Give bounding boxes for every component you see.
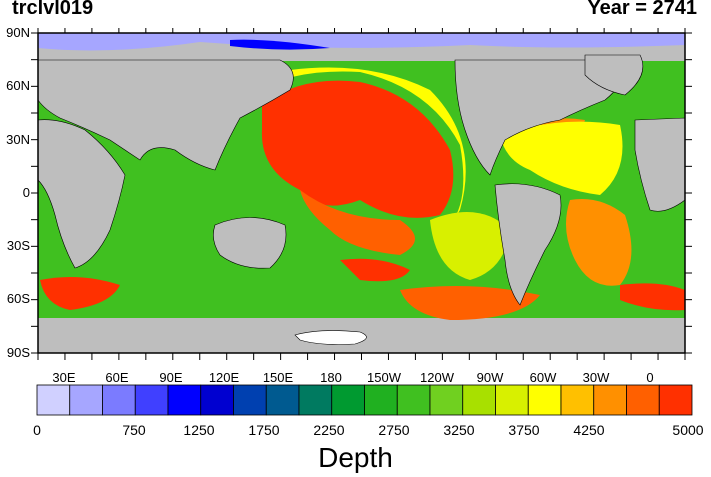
colorbar-box <box>36 384 71 416</box>
arctic-deep <box>230 39 330 50</box>
continents <box>37 54 686 306</box>
colorbar-tick-3250: 3250 <box>443 422 475 438</box>
arctic-shelf <box>38 33 685 51</box>
colorbar-box <box>593 384 627 416</box>
colorbar-tick-4250: 4250 <box>573 422 605 438</box>
colorbar-box <box>364 384 398 416</box>
north-atlantic-yellow <box>500 121 623 195</box>
lat-label-60s: 60S <box>6 291 30 306</box>
lon-label-150e: 150E <box>262 370 294 385</box>
colorbar-tick-3750: 3750 <box>508 422 540 438</box>
colorbar-box <box>560 384 595 416</box>
colorbar-box <box>658 384 693 416</box>
colorbar-tick-750: 750 <box>122 422 146 438</box>
lon-label-90w: 90W <box>476 370 504 385</box>
lat-label-60n: 60N <box>6 78 30 93</box>
colorbar-box <box>134 384 169 416</box>
southwest-indian-red <box>40 276 120 310</box>
colorbar-label: Depth <box>318 442 393 473</box>
colorbar-box <box>462 384 496 416</box>
colorbar-box <box>298 384 333 416</box>
lat-label-90s: 90S <box>6 345 30 360</box>
colorbar-box <box>102 384 136 416</box>
lat-label-90n: 90N <box>6 25 30 40</box>
colorbar-box <box>429 384 464 416</box>
lon-label-150w: 150W <box>367 370 401 385</box>
africa-land <box>37 119 126 269</box>
east-pacific-yellow <box>430 212 510 280</box>
south-america-land <box>494 183 562 306</box>
lat-label-30n: 30N <box>6 132 30 147</box>
lat-label-30s: 30S <box>6 238 30 253</box>
southern-ocean-orange <box>400 286 540 320</box>
lon-label-60w: 60W <box>529 370 557 385</box>
colorbar-tick-1250: 1250 <box>183 422 215 438</box>
lon-label-30w: 30W <box>582 370 610 385</box>
lat-label-eq: 0 <box>22 185 30 200</box>
colorbar-tick-0: 0 <box>33 422 41 438</box>
africa-east-land <box>634 117 686 212</box>
lon-label-180: 180 <box>320 370 342 385</box>
lon-label-120e: 120E <box>208 370 240 385</box>
colorbar-box <box>331 384 365 416</box>
antarctic-ice-patch <box>294 330 367 345</box>
eurasia-land <box>37 59 294 171</box>
colorbar-box <box>167 384 202 416</box>
colorbar-tick-5000: 5000 <box>672 422 704 438</box>
lon-label-60e: 60E <box>105 370 129 385</box>
colorbar-tick-1750: 1750 <box>248 422 280 438</box>
north-pacific-core <box>261 80 454 218</box>
colorbar-box <box>233 384 267 416</box>
colorbar-box <box>495 384 529 416</box>
colorbar-box <box>200 384 234 416</box>
frame-ticks <box>31 28 692 360</box>
australia-land <box>213 217 287 269</box>
southeast-atlantic-red <box>620 283 685 311</box>
plot-title-left: trclvl019 <box>12 0 94 19</box>
colorbar-box <box>265 384 300 416</box>
colorbar-boxes <box>36 384 693 416</box>
colorbar-box <box>69 384 103 416</box>
lon-label-0: 0 <box>646 370 654 385</box>
colorbar-tick-2750: 2750 <box>378 422 410 438</box>
colorbar-box <box>527 384 562 416</box>
colorbar-tick-2250: 2250 <box>313 422 345 438</box>
lon-label-30e: 30E <box>52 370 76 385</box>
south-atlantic-orange <box>566 199 632 286</box>
south-pacific-red <box>340 258 410 282</box>
lon-label-90e: 90E <box>159 370 183 385</box>
colorbar-box <box>396 384 431 416</box>
central-pacific-orange <box>300 190 415 255</box>
north-america-land <box>454 59 624 176</box>
lon-label-120w: 120W <box>420 370 454 385</box>
greenland-land <box>584 54 644 96</box>
plot-title-right: Year = 2741 <box>587 0 697 19</box>
colorbar-box <box>626 384 660 416</box>
